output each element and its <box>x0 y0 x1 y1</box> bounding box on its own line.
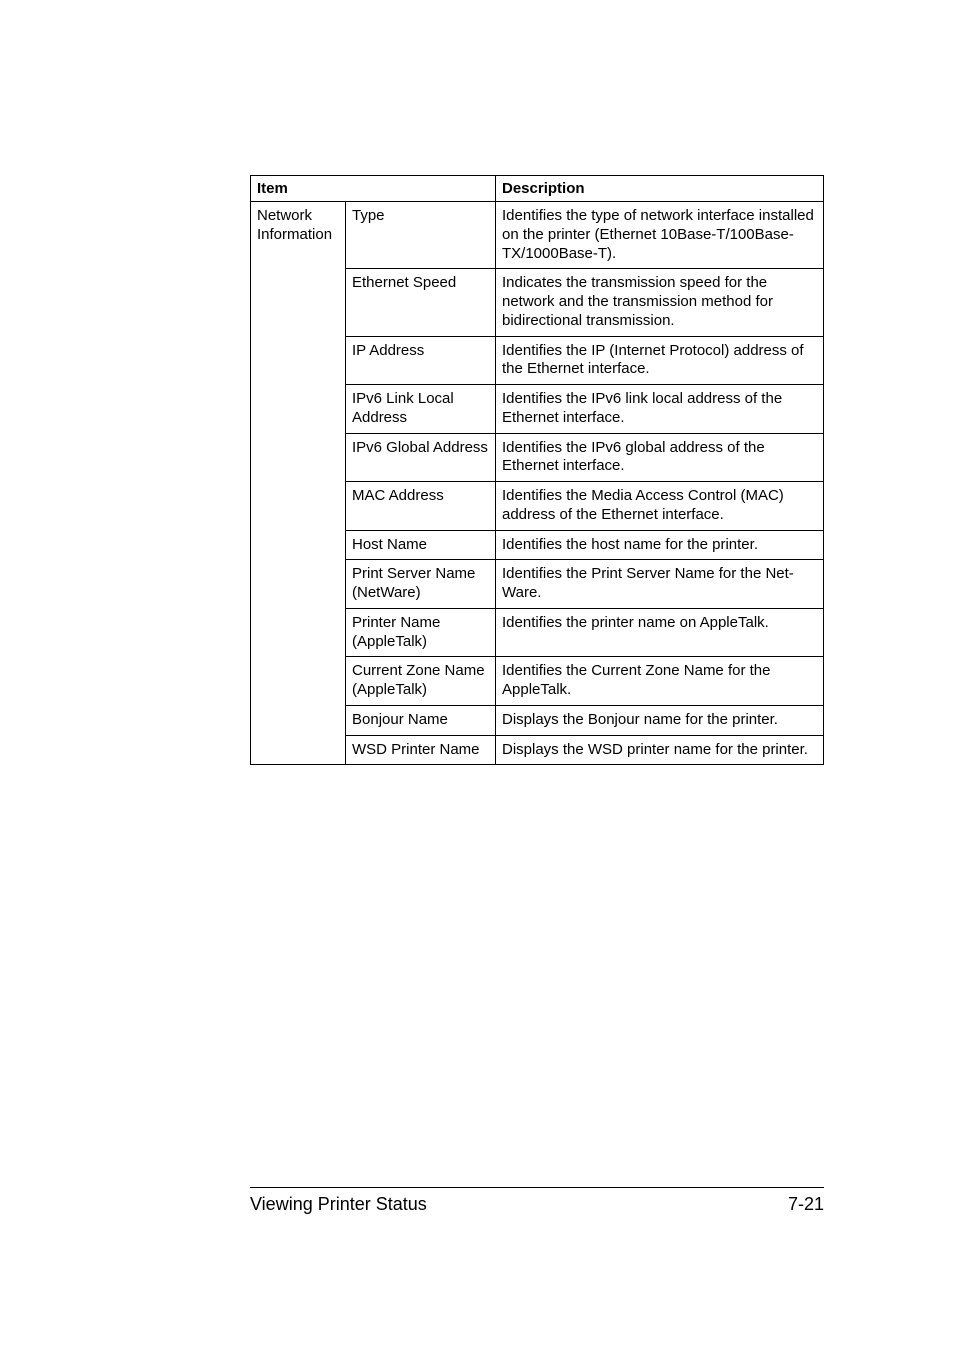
desc-cell: Displays the Bonjour name for the printe… <box>496 705 824 735</box>
item-cell: IPv6 Global Address <box>346 433 496 482</box>
item-cell: Printer Name (AppleTalk) <box>346 608 496 657</box>
header-description: Description <box>496 176 824 202</box>
desc-cell: Indicates the transmission speed for the… <box>496 269 824 336</box>
item-cell: IP Address <box>346 336 496 385</box>
desc-cell: Displays the WSD printer name for the pr… <box>496 735 824 765</box>
page-number: 7-21 <box>788 1194 824 1215</box>
item-cell: Current Zone Name (AppleTalk) <box>346 657 496 706</box>
footer-title: Viewing Printer Status <box>250 1194 427 1215</box>
desc-cell: Identifies the type of network interface… <box>496 202 824 269</box>
table-row: Network Information Type Identifies the … <box>251 202 824 269</box>
page-footer: Viewing Printer Status 7-21 <box>250 1187 824 1215</box>
item-cell: Ethernet Speed <box>346 269 496 336</box>
item-cell: MAC Address <box>346 482 496 531</box>
item-cell: Type <box>346 202 496 269</box>
item-cell: IPv6 Link Local Address <box>346 385 496 434</box>
item-cell: Host Name <box>346 530 496 560</box>
item-cell: Print Server Name (NetWare) <box>346 560 496 609</box>
desc-cell: Identifies the IPv6 link local address o… <box>496 385 824 434</box>
desc-cell: Identifies the Media Access Control (MAC… <box>496 482 824 531</box>
desc-cell: Identifies the Current Zone Name for the… <box>496 657 824 706</box>
footer-divider <box>250 1187 824 1188</box>
desc-cell: Identifies the IPv6 global address of th… <box>496 433 824 482</box>
desc-cell: Identifies the IP (Internet Protocol) ad… <box>496 336 824 385</box>
group-label: Network Information <box>251 202 346 765</box>
desc-cell: Identifies the host name for the printer… <box>496 530 824 560</box>
item-cell: WSD Printer Name <box>346 735 496 765</box>
network-info-table: Item Description Network Information Typ… <box>250 175 824 765</box>
table-header-row: Item Description <box>251 176 824 202</box>
header-item: Item <box>251 176 496 202</box>
desc-cell: Identifies the printer name on AppleTalk… <box>496 608 824 657</box>
desc-cell: Identifies the Print Server Name for the… <box>496 560 824 609</box>
item-cell: Bonjour Name <box>346 705 496 735</box>
